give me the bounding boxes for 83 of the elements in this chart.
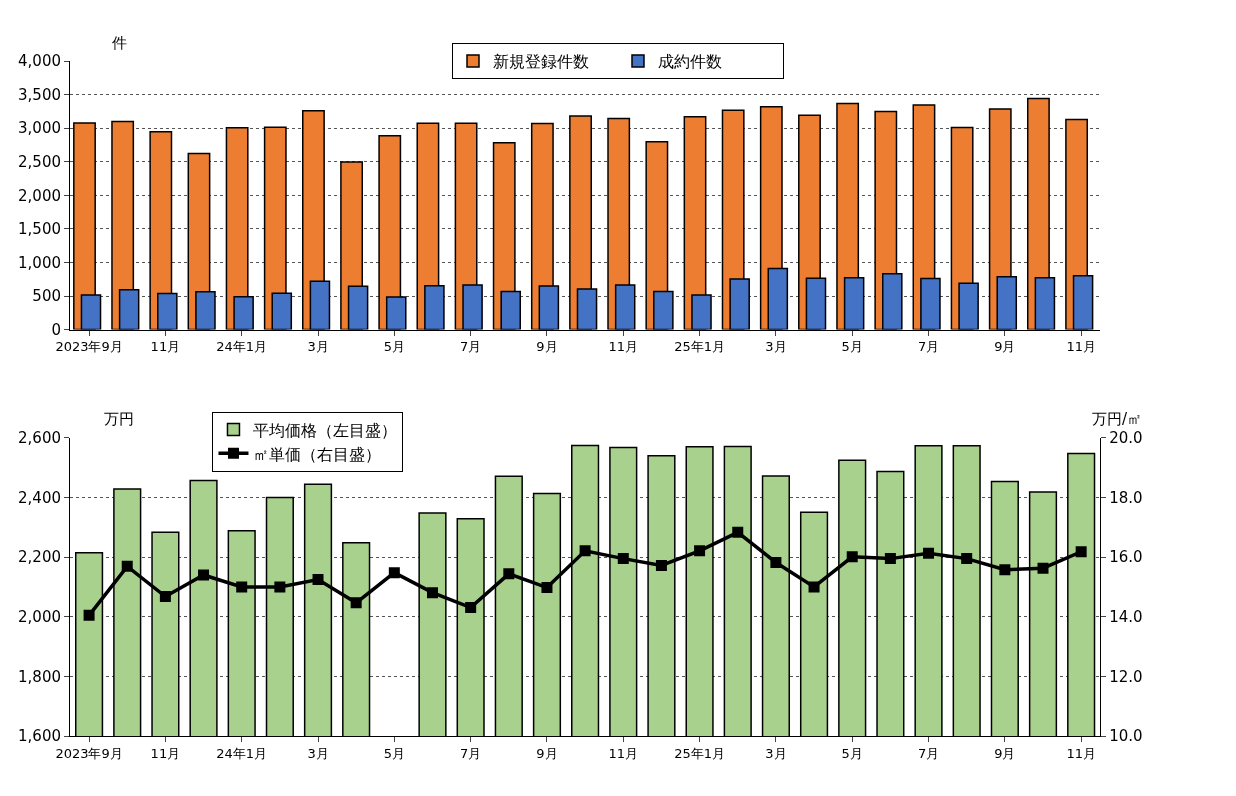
- x-tick-label: 11月: [1066, 745, 1096, 761]
- legend-label: 新規登録件数: [493, 52, 589, 72]
- y-tick-label: 4,000: [18, 52, 61, 71]
- point: [274, 581, 286, 593]
- point: [808, 581, 820, 593]
- point: [1037, 562, 1049, 574]
- point: [83, 609, 95, 621]
- x-tick-label: 5月: [841, 745, 863, 761]
- x-tick-label: 9月: [994, 745, 1016, 761]
- x-tick-label: 5月: [841, 339, 863, 355]
- x-tick-label: 7月: [460, 745, 482, 761]
- y2-tick-label: 16.0: [1109, 548, 1143, 567]
- x-tick-label: 11月: [608, 745, 639, 761]
- point: [503, 568, 515, 580]
- y-tick-label: 2,600: [18, 429, 61, 448]
- x-tick-label: 5月: [383, 339, 405, 355]
- x-tick-label: 24年1月: [216, 745, 268, 761]
- legend-label: ㎡単価（右目盛）: [253, 444, 382, 464]
- x-tick-label: 9月: [994, 339, 1016, 355]
- point: [541, 582, 553, 594]
- point: [236, 581, 248, 593]
- x-tick-label: 25年1月: [674, 339, 725, 355]
- legend-label: 成約件数: [658, 52, 722, 72]
- point: [388, 567, 400, 579]
- x-tick-label: 7月: [917, 745, 940, 761]
- point: [846, 551, 858, 563]
- y-tick-label: 2,500: [18, 152, 61, 171]
- point: [923, 547, 935, 559]
- y-tick-label: 3,500: [18, 85, 61, 104]
- y2-tick-label: 10.0: [1109, 727, 1143, 746]
- y-axis-title: 万円: [104, 410, 134, 428]
- point: [961, 553, 973, 565]
- y2-tick-label: 18.0: [1109, 488, 1143, 507]
- point: [159, 591, 171, 603]
- x-tick-label: 11月: [608, 339, 639, 355]
- point: [1075, 546, 1087, 558]
- point: [426, 587, 438, 599]
- x-tick-label: 11月: [150, 745, 181, 761]
- point: [350, 597, 362, 609]
- point: [770, 556, 782, 568]
- legend-label: 平均価格（左目盛）: [253, 420, 398, 440]
- x-tick-label: 2023年9月: [55, 745, 123, 761]
- y-tick-label: 1,500: [18, 220, 61, 239]
- x-tick-label: 3月: [307, 745, 329, 761]
- x-tick-label: 25年1月: [674, 745, 725, 761]
- point: [198, 569, 210, 581]
- y2-tick-label: 12.0: [1109, 667, 1143, 686]
- y-tick-label: 2,000: [18, 186, 61, 205]
- x-tick-label: 7月: [917, 339, 940, 355]
- y-tick-label: 0: [51, 320, 61, 339]
- x-tick-label: 11月: [150, 339, 181, 355]
- x-tick-label: 9月: [536, 745, 558, 761]
- point: [655, 559, 667, 571]
- y-tick-label: 1,000: [18, 253, 61, 272]
- x-tick-label: 11月: [1066, 339, 1096, 355]
- point: [579, 545, 591, 557]
- y2-tick-label: 20.0: [1109, 429, 1143, 448]
- x-tick-label: 5月: [383, 745, 405, 761]
- y-tick-label: 2,400: [18, 488, 61, 507]
- point: [999, 564, 1011, 576]
- x-tick-label: 3月: [765, 745, 787, 761]
- y-tick-label: 2,200: [18, 548, 61, 567]
- y-tick-label: 2,000: [18, 608, 61, 627]
- y-tick-label: 1,800: [18, 667, 61, 686]
- x-tick-label: 7月: [460, 339, 482, 355]
- y2-axis-title: 万円/㎡: [1092, 410, 1143, 428]
- y-tick-label: 500: [32, 287, 61, 306]
- y-axis-title: 件: [112, 34, 127, 52]
- x-tick-label: 2023年9月: [55, 339, 123, 355]
- x-tick-label: 3月: [765, 339, 787, 355]
- point: [121, 560, 133, 572]
- x-tick-label: 9月: [536, 339, 558, 355]
- point: [694, 545, 706, 557]
- y-tick-label: 1,600: [18, 727, 61, 746]
- x-tick-label: 24年1月: [216, 339, 268, 355]
- point: [312, 574, 324, 585]
- y-tick-label: 3,000: [18, 119, 61, 138]
- point: [617, 553, 629, 565]
- point: [732, 526, 744, 538]
- point: [465, 602, 477, 614]
- x-tick-label: 3月: [307, 339, 329, 355]
- y2-tick-label: 14.0: [1109, 608, 1143, 627]
- point: [884, 553, 896, 565]
